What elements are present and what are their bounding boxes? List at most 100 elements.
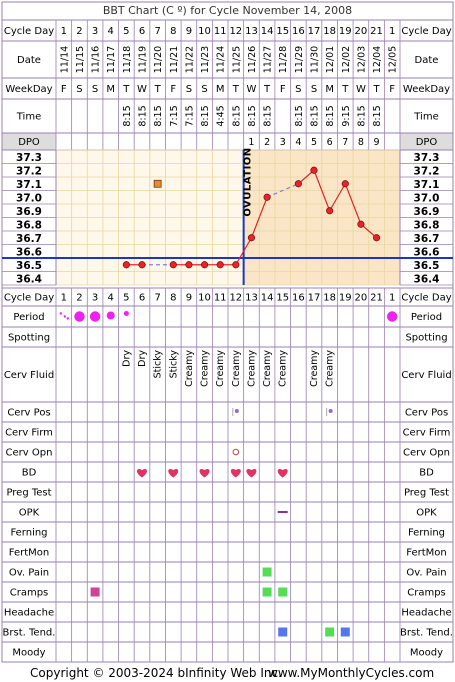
cycle-day-2-label-left: Cycle Day (4, 293, 54, 304)
period-mark-spot (66, 317, 70, 320)
cycle-day-cell: 16 (292, 26, 305, 37)
symptom-square (262, 567, 272, 577)
y-tick-left: 36.8 (16, 219, 42, 231)
dpo-cell: 4 (295, 137, 301, 148)
row-period-label-right: Period (411, 312, 442, 323)
row-spotting-label-left: Spotting (8, 333, 50, 344)
row-cerv-firm-label-left: Cerv Firm (5, 428, 53, 439)
weekday-cell: S (76, 84, 82, 95)
date-cell: 11/28 (278, 46, 289, 73)
date-cell: 12/04 (372, 46, 383, 73)
cycle-day-cell-2: 11 (214, 293, 227, 304)
weekday-cell: M (106, 84, 115, 95)
dpo-cell: 3 (280, 137, 286, 148)
time-cell: 8:15 (200, 105, 211, 126)
bd-heart (277, 468, 288, 478)
cycle-day-cell: 3 (92, 26, 98, 37)
cerv-fluid-cell: Creamy (184, 350, 195, 387)
cerv-pos-dot (328, 409, 333, 413)
temp-line-segment (329, 183, 346, 212)
row-cerv-pos-label-right: Cerv Pos (405, 408, 448, 419)
weekday-cell: M (216, 84, 225, 95)
row-cerv-fluid-label-left: Cerv Fluid (4, 370, 54, 381)
row-headache-label-left: Headache (4, 608, 54, 619)
cycle-day-cell: 4 (108, 26, 114, 37)
date-cell: 11/27 (263, 46, 274, 73)
row-spotting-label-right: Spotting (405, 333, 447, 344)
cycle-day-cell-2: 10 (198, 293, 211, 304)
cycle-day-cell: 5 (123, 26, 129, 37)
temp-point (232, 261, 240, 269)
time-cell: 8:15 (325, 105, 336, 126)
cycle-day-cell: 8 (170, 26, 176, 37)
weekday-cell: T (263, 84, 271, 95)
time-cell: 8:15 (247, 105, 258, 126)
row-cramps-label-right: Cramps (407, 588, 446, 599)
cycle-day-cell-2: 8 (170, 293, 176, 304)
weekday-cell: W (137, 84, 147, 95)
period-mark-heavy (386, 311, 398, 322)
cycle-day-cell-2: 17 (308, 293, 321, 304)
cycle-day-cell-2: 16 (292, 293, 305, 304)
page-title: BBT Chart (C º) for Cycle November 14, 2… (103, 4, 352, 17)
date-cell: 11/20 (153, 46, 164, 73)
temp-point (185, 261, 193, 269)
y-tick-right: 36.8 (414, 219, 440, 231)
cycle-day-cell-2: 15 (276, 293, 289, 304)
period-mark-light (123, 311, 129, 316)
cycle-day-label-left: Cycle Day (4, 26, 54, 37)
cycle-day-cell-2: 9 (186, 293, 192, 304)
time-cell: 8:15 (310, 105, 321, 126)
temp-line-segment (313, 170, 331, 211)
cycle-day-cell: 21 (370, 26, 383, 37)
temp-line-segment (344, 183, 362, 225)
symptom-square (278, 587, 288, 597)
cerv-fluid-cell: Dry (121, 350, 132, 367)
row-bd-label-left: BD (22, 468, 37, 479)
cerv-pos-dot (234, 409, 239, 413)
row-cerv-pos-label-left: Cerv Pos (7, 408, 50, 419)
row-brst-tend-label-left: Brst. Tend. (3, 628, 56, 639)
ovulation-label: OVULATION (243, 147, 254, 216)
weekday-cell: M (325, 84, 334, 95)
cycle-day-cell-2: 5 (123, 293, 129, 304)
cerv-fluid-cell: Creamy (200, 350, 211, 387)
cycle-day-2-label-right: Cycle Day (401, 293, 451, 304)
y-tick-right: 37.0 (414, 192, 440, 204)
cycle-day-cell-2: 21 (370, 293, 383, 304)
temp-point (138, 261, 146, 269)
row-cerv-fluid-label-right: Cerv Fluid (401, 370, 451, 381)
temp-point (200, 261, 209, 269)
temp-point (310, 166, 318, 174)
row-ferning-label-left: Ferning (10, 528, 47, 539)
cycle-day-cell-2: 14 (261, 293, 274, 304)
y-tick-left: 36.9 (16, 206, 42, 218)
cycle-day-cell: 10 (198, 26, 211, 37)
cycle-day-cell: 15 (276, 26, 289, 37)
cycle-day-cell: 2 (76, 26, 82, 37)
weekday-cell: T (122, 84, 130, 95)
dpo-cell: 1 (248, 137, 254, 148)
weekday-cell: S (295, 84, 301, 95)
row-moody-label-left: Moody (12, 648, 45, 659)
date-cell: 11/29 (294, 46, 305, 73)
row-ferning-label-right: Ferning (408, 528, 445, 539)
row-bd-label-right: BD (419, 468, 434, 479)
temp-point (357, 220, 365, 228)
date-cell: 12/05 (388, 46, 399, 73)
row-preg-test-label-left: Preg Test (6, 488, 51, 499)
dpo-cell: 9 (374, 137, 380, 148)
cerv-fluid-cell: Sticky (168, 350, 179, 379)
time-cell: 8:15 (294, 105, 305, 126)
cycle-day-cell: 7 (154, 26, 160, 37)
cycle-day-cell-2: 1 (389, 293, 395, 304)
cerv-fluid-cell: Creamy (215, 350, 226, 387)
weekday-cell: S (311, 84, 317, 95)
dpo-cell: 2 (264, 137, 270, 148)
cycle-day-cell: 11 (214, 26, 227, 37)
row-cerv-firm-label-right: Cerv Firm (403, 428, 451, 439)
dpo-label-left: DPO (18, 137, 40, 148)
time-cell: 8:15 (122, 105, 133, 126)
